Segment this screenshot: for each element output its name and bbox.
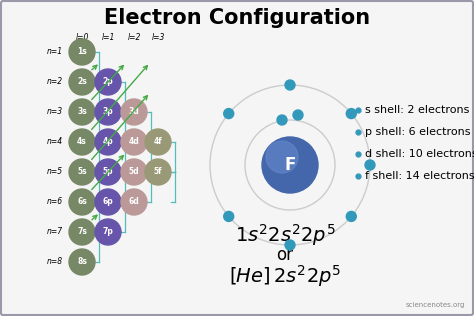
- Text: 5s: 5s: [77, 167, 87, 177]
- Text: n=5: n=5: [47, 167, 63, 177]
- Text: l=3: l=3: [151, 33, 164, 42]
- Text: 3s: 3s: [77, 107, 87, 117]
- Circle shape: [95, 159, 121, 185]
- Circle shape: [95, 69, 121, 95]
- Text: or: or: [276, 246, 293, 264]
- Text: 3d: 3d: [128, 107, 139, 117]
- Circle shape: [95, 189, 121, 215]
- Circle shape: [95, 99, 121, 125]
- Text: sciencenotes.org: sciencenotes.org: [406, 302, 465, 308]
- Text: n=4: n=4: [47, 137, 63, 147]
- Text: $[He]\, 2s^22p^5$: $[He]\, 2s^22p^5$: [229, 263, 341, 289]
- Text: 2s: 2s: [77, 77, 87, 87]
- Text: p shell: 6 electrons: p shell: 6 electrons: [365, 127, 471, 137]
- Circle shape: [121, 99, 147, 125]
- Text: n=3: n=3: [47, 107, 63, 117]
- Text: F: F: [284, 156, 296, 174]
- Text: 6d: 6d: [128, 198, 139, 206]
- Text: n=8: n=8: [47, 258, 63, 266]
- Circle shape: [285, 240, 295, 250]
- Text: Electron Configuration: Electron Configuration: [104, 8, 370, 28]
- Text: n=2: n=2: [47, 77, 63, 87]
- Text: 4f: 4f: [154, 137, 162, 147]
- Text: l=2: l=2: [128, 33, 141, 42]
- Circle shape: [121, 159, 147, 185]
- Text: 5p: 5p: [103, 167, 113, 177]
- Text: 1s: 1s: [77, 47, 87, 57]
- Circle shape: [69, 189, 95, 215]
- Circle shape: [346, 109, 356, 118]
- Text: d shell: 10 electrons: d shell: 10 electrons: [365, 149, 474, 159]
- Text: $1s^22s^22p^5$: $1s^22s^22p^5$: [235, 222, 335, 248]
- Text: 8s: 8s: [77, 258, 87, 266]
- Text: 4s: 4s: [77, 137, 87, 147]
- Circle shape: [224, 211, 234, 222]
- Circle shape: [293, 110, 303, 120]
- Circle shape: [365, 160, 375, 170]
- Circle shape: [69, 219, 95, 245]
- Text: n=6: n=6: [47, 198, 63, 206]
- Text: n=7: n=7: [47, 228, 63, 236]
- Text: 7s: 7s: [77, 228, 87, 236]
- Circle shape: [145, 159, 171, 185]
- Text: f shell: 14 electrons: f shell: 14 electrons: [365, 171, 474, 181]
- Text: 4d: 4d: [128, 137, 139, 147]
- Text: l=1: l=1: [101, 33, 115, 42]
- Circle shape: [69, 249, 95, 275]
- Circle shape: [69, 69, 95, 95]
- Circle shape: [285, 80, 295, 90]
- Text: 5d: 5d: [128, 167, 139, 177]
- Circle shape: [277, 115, 287, 125]
- Text: l=0: l=0: [75, 33, 89, 42]
- Circle shape: [121, 129, 147, 155]
- Circle shape: [346, 211, 356, 222]
- Text: 7p: 7p: [102, 228, 113, 236]
- Circle shape: [69, 39, 95, 65]
- Circle shape: [95, 129, 121, 155]
- Text: n=1: n=1: [47, 47, 63, 57]
- Circle shape: [69, 129, 95, 155]
- Circle shape: [69, 99, 95, 125]
- Circle shape: [266, 141, 298, 173]
- Text: s shell: 2 electrons: s shell: 2 electrons: [365, 105, 469, 115]
- Circle shape: [262, 137, 318, 193]
- Text: 3p: 3p: [103, 107, 113, 117]
- Text: 2p: 2p: [103, 77, 113, 87]
- Text: 5f: 5f: [154, 167, 162, 177]
- Text: 6p: 6p: [103, 198, 113, 206]
- Circle shape: [95, 219, 121, 245]
- Circle shape: [224, 109, 234, 118]
- Text: 4p: 4p: [103, 137, 113, 147]
- Circle shape: [69, 159, 95, 185]
- Text: 6s: 6s: [77, 198, 87, 206]
- Circle shape: [145, 129, 171, 155]
- Circle shape: [121, 189, 147, 215]
